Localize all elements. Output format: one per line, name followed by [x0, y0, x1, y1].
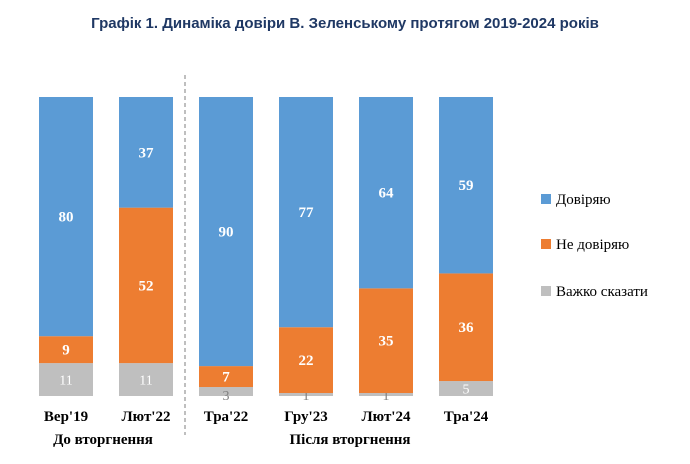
x-tick-label-3: Гру'23: [284, 409, 327, 425]
bar-segment-0-5: [439, 381, 493, 396]
data-label-2-3: 77: [299, 205, 315, 221]
group-label-0: До вторгнення: [53, 432, 153, 448]
bar-segment-1-5: [439, 273, 493, 382]
bar-segment-0-0: [39, 363, 93, 396]
bar-segment-2-3: [279, 97, 333, 328]
group-label-1: Після вторгнення: [289, 432, 410, 448]
data-label-0-2: 3: [223, 389, 230, 404]
bar-segment-1-1: [119, 207, 173, 364]
x-tick-label-0: Вер'19: [44, 409, 88, 425]
data-label-2-4: 64: [379, 186, 395, 202]
x-tick-label-2: Тра'22: [204, 409, 248, 425]
chart-title: Графік 1. Динаміка довіри В. Зеленському…: [91, 15, 599, 32]
legend-swatch-1: [541, 239, 551, 249]
data-label-1-1: 52: [139, 278, 154, 294]
data-label-0-4: 1: [383, 389, 390, 404]
bar-segment-1-3: [279, 327, 333, 394]
bar-segment-2-2: [199, 97, 253, 367]
x-tick-label-4: Лют'24: [362, 409, 411, 425]
group-labels: До вторгнення Після вторгнення: [53, 432, 410, 448]
bar-segment-0-2: [199, 387, 253, 396]
bar-segment-0-4: [359, 393, 413, 396]
data-label-2-2: 90: [219, 225, 234, 241]
legend-swatch-2: [541, 286, 551, 296]
data-label-1-3: 22: [299, 353, 314, 369]
data-label-0-3: 1: [303, 389, 310, 404]
data-label-0-1: 11: [139, 374, 152, 389]
legend-swatch-0: [541, 194, 551, 204]
legend: Довіряю Не довіряю Важко сказати: [541, 192, 648, 300]
data-label-0-0: 11: [59, 374, 72, 389]
data-label-1-4: 35: [379, 334, 394, 350]
data-label-2-1: 37: [139, 145, 155, 161]
bar-segment-2-4: [359, 97, 413, 289]
data-label-2-5: 59: [459, 178, 474, 194]
x-axis-labels: Вер'19 Лют'22 Тра'22 Гру'23 Лют'24 Тра'24: [44, 409, 489, 425]
bar-segment-2-5: [439, 97, 493, 274]
data-label-2-0: 80: [59, 210, 74, 226]
bar-segment-1-2: [199, 366, 253, 388]
bar-segment-2-1: [119, 97, 173, 208]
data-label-1-5: 36: [459, 320, 475, 336]
bar-segment-1-0: [39, 336, 93, 364]
data-label-0-5: 5: [463, 383, 470, 398]
x-tick-label-1: Лют'22: [122, 409, 171, 425]
bar-segment-0-1: [119, 363, 173, 396]
legend-label-0: Довіряю: [556, 192, 611, 208]
legend-label-2: Важко сказати: [556, 284, 648, 300]
bar-segment-1-4: [359, 288, 413, 394]
bar-segment-0-3: [279, 393, 333, 396]
legend-label-1: Не довіряю: [556, 237, 629, 253]
bar-segment-2-0: [39, 97, 93, 337]
x-tick-label-5: Тра'24: [444, 409, 489, 425]
data-label-1-0: 9: [62, 343, 70, 359]
data-label-1-2: 7: [222, 370, 230, 386]
